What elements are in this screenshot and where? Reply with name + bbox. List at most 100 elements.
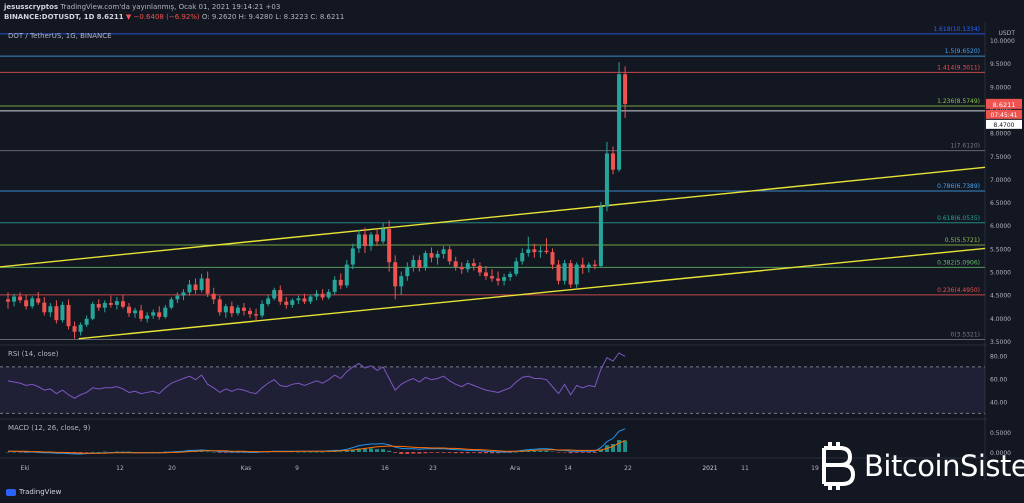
candle-body <box>24 300 29 307</box>
candle-body <box>108 303 113 305</box>
candle-body <box>120 301 125 307</box>
rsi-pane-title[interactable]: RSI (14, close) <box>8 350 59 358</box>
candle-body <box>66 304 71 327</box>
macd-histogram-bar <box>217 452 222 453</box>
channel-upper-line <box>0 166 986 268</box>
rsi-tick-label: 40.00 <box>990 400 1007 407</box>
candle-body <box>278 290 283 302</box>
candle-body <box>417 259 422 268</box>
tradingview-logo-icon <box>6 488 16 496</box>
candle-body <box>611 153 615 170</box>
candle-body <box>544 250 549 253</box>
macd-histogram-bar <box>598 449 603 452</box>
macd-histogram-bar <box>151 452 156 453</box>
candle-body <box>217 299 222 313</box>
candle-body <box>235 307 240 314</box>
ohlc-header: BINANCE:DOTUSDT, 1D 8.6211 ▼ −0.6408 (−6… <box>4 13 344 21</box>
candle-body <box>350 248 355 265</box>
time-axis-label: 23 <box>429 465 437 472</box>
price-tick-label: 6.0000 <box>990 223 1011 230</box>
candle-body <box>399 276 404 287</box>
time-axis-label: 2021 <box>702 465 717 472</box>
candle-body <box>241 307 246 311</box>
candle-body <box>6 299 10 302</box>
macd-histogram-bar <box>302 452 307 453</box>
macd-histogram-bar <box>393 452 398 453</box>
candle-body <box>223 306 228 313</box>
candle-body <box>127 306 131 314</box>
candle-body <box>72 326 77 332</box>
open-value: O: 9.2620 <box>201 13 237 21</box>
candle-body <box>586 264 591 268</box>
candle-body <box>272 290 277 299</box>
candle-body <box>90 303 95 319</box>
macd-histogram-bar <box>356 448 361 452</box>
macd-histogram-bar <box>568 452 573 454</box>
price-tick-label: 5.0000 <box>990 270 1011 277</box>
candle-body <box>266 298 271 304</box>
time-axis-label: 19 <box>811 465 819 472</box>
macd-histogram-bar <box>550 451 555 453</box>
candle-body <box>254 314 259 316</box>
macd-histogram-bar <box>623 440 628 452</box>
macd-histogram-bar <box>574 452 579 453</box>
tradingview-brand[interactable]: TradingView <box>6 488 61 496</box>
price-tick-label: 4.5000 <box>990 293 1011 300</box>
candle-body <box>393 262 398 287</box>
macd-pane-title[interactable]: MACD (12, 26, close, 9) <box>8 424 91 432</box>
time-axis-label: 14 <box>564 465 572 472</box>
macd-histogram-bar <box>580 452 585 453</box>
macd-histogram-bar <box>139 452 144 453</box>
rsi-band <box>0 366 985 414</box>
candle-body <box>30 298 35 307</box>
candle-body <box>157 312 162 317</box>
macd-histogram-bar <box>145 452 150 453</box>
candle-body <box>133 310 138 314</box>
candle-body <box>580 264 585 268</box>
price-tick-label: 7.5000 <box>990 154 1011 161</box>
candle-body <box>423 253 428 268</box>
macd-histogram-bar <box>320 452 325 453</box>
candle-body <box>54 306 59 321</box>
candle-body <box>187 284 192 293</box>
price-tick-label: 3.5000 <box>990 339 1011 346</box>
fib-level-label: 0.236(4.4950) <box>937 287 980 294</box>
candle-body <box>36 298 41 303</box>
macd-histogram-bar <box>133 452 138 453</box>
macd-histogram-bar <box>490 452 494 454</box>
candle-body <box>623 74 628 104</box>
close-value: C: 8.6211 <box>310 13 345 21</box>
macd-histogram-bar <box>592 452 597 453</box>
macd-histogram-bar <box>562 452 567 453</box>
time-axis-label: 11 <box>741 465 749 472</box>
level-tag-text: 8.4700 <box>994 122 1015 129</box>
candle-body <box>441 249 446 254</box>
time-axis-label: 9 <box>295 465 299 472</box>
fib-level-label: 1.414(9.3011) <box>937 64 980 71</box>
time-axis-label: 16 <box>381 465 389 472</box>
macd-histogram-bar <box>108 452 113 453</box>
channel-lower-line <box>78 247 986 340</box>
candle-body <box>211 293 216 300</box>
macd-histogram-bar <box>308 452 313 453</box>
candle-body <box>193 284 198 291</box>
macd-histogram-bar <box>387 450 392 452</box>
rsi-tick-label: 60.00 <box>990 377 1007 384</box>
last-price-tag <box>986 98 1022 109</box>
candle-body <box>526 249 531 254</box>
candle-body <box>453 261 458 267</box>
candle-body <box>284 301 289 305</box>
macd-histogram-bar <box>496 452 501 454</box>
macd-histogram-bar <box>483 452 488 454</box>
macd-histogram-bar <box>453 452 458 454</box>
candle-body <box>471 263 476 266</box>
author-name[interactable]: jesusscryptos <box>4 3 59 11</box>
candle-body <box>381 228 386 242</box>
time-axis-label: Eki <box>21 465 30 472</box>
candle-body <box>114 301 119 305</box>
price-tick-label: 7.0000 <box>990 177 1011 184</box>
macd-histogram-bar <box>423 452 428 454</box>
fib-level-label: 0.5(5.5721) <box>945 237 980 244</box>
candle-body <box>12 296 17 302</box>
